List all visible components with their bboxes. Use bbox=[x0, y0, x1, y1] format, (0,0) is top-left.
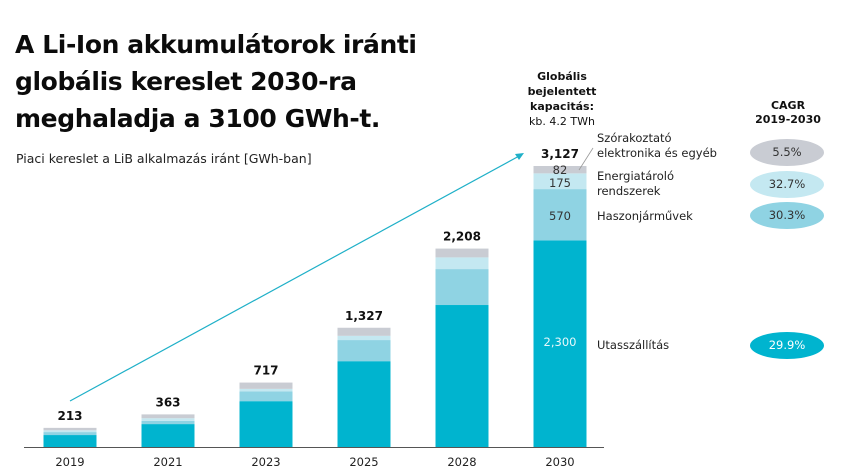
annotation-line-4: kb. 4.2 TWh bbox=[529, 115, 595, 128]
bar-segment-passenger-2028 bbox=[435, 305, 489, 447]
bar-segment-commercial-2028 bbox=[435, 269, 489, 306]
legend-label-line: Energiatároló bbox=[597, 169, 674, 183]
legend-label-storage: Energiatároló rendszerek bbox=[597, 169, 674, 199]
bar-total-label-2028: 2,208 bbox=[443, 230, 481, 244]
bar-total-label-2021: 363 bbox=[155, 395, 180, 409]
bar-segment-storage-2019 bbox=[43, 430, 97, 433]
bar-segment-commercial-2019 bbox=[43, 432, 97, 436]
annotation-line-2: bejelentett bbox=[527, 85, 597, 98]
bar-segment-storage-2023 bbox=[239, 388, 293, 392]
legend-label-passenger: Utasszállítás bbox=[597, 338, 669, 353]
bar-total-label-2019: 213 bbox=[57, 409, 82, 423]
bar-total-label-2025: 1,327 bbox=[345, 309, 383, 323]
annotation-line-3: kapacitás: bbox=[530, 100, 594, 113]
bar-total-label-2023: 717 bbox=[253, 364, 278, 378]
bar-segment-passenger-2023 bbox=[239, 401, 293, 447]
legend-label-line: elektronika és egyéb bbox=[597, 146, 717, 160]
bar-segment-passenger-2021 bbox=[141, 424, 195, 447]
bar-segment-storage-2025 bbox=[337, 335, 391, 341]
annotation-line-1: Globális bbox=[537, 70, 587, 83]
cagr-header-line-1: CAGR bbox=[770, 99, 806, 112]
cagr-pill-consumer: 5.5% bbox=[750, 139, 824, 166]
bar-segment-commercial-2030 bbox=[533, 189, 587, 241]
bar-segment-consumer-2030 bbox=[533, 166, 587, 174]
legend-label-line: Szórakoztató bbox=[597, 131, 672, 145]
x-tick-label-2019: 2019 bbox=[55, 455, 84, 469]
chart-subtitle: Piaci kereslet a LiB alkalmazás iránt [G… bbox=[16, 151, 312, 166]
cagr-pill-storage: 32.7% bbox=[750, 171, 824, 198]
x-tick-label-2030: 2030 bbox=[545, 455, 574, 469]
trend-arrow-line bbox=[69, 154, 522, 402]
bar-segment-commercial-2023 bbox=[239, 391, 293, 402]
bar-segment-commercial-2021 bbox=[141, 420, 195, 425]
legend-label-line: Utasszállítás bbox=[597, 338, 670, 352]
leader-line-consumer bbox=[578, 147, 594, 171]
bar-segment-storage-2021 bbox=[141, 418, 195, 421]
bar-segment-passenger-2019 bbox=[43, 435, 97, 447]
legend-label-line: Haszonjárművek bbox=[597, 209, 693, 223]
capacity-annotation: Globális bejelentett kapacitás: kb. 4.2 … bbox=[520, 69, 604, 129]
x-tick-label-2028: 2028 bbox=[447, 455, 476, 469]
segment-label-2030-storage: 175 bbox=[549, 176, 571, 190]
cagr-header-line-2: 2019-2030 bbox=[755, 113, 821, 126]
bar-segment-passenger-2025 bbox=[337, 361, 391, 447]
x-tick-label-2023: 2023 bbox=[251, 455, 280, 469]
title-line-3: meghaladja a 3100 GWh-t. bbox=[15, 104, 381, 133]
legend-label-commercial: Haszonjárművek bbox=[597, 209, 693, 224]
bar-segment-commercial-2025 bbox=[337, 340, 391, 362]
bar-total-label-2030: 3,127 bbox=[541, 147, 579, 161]
bar-segment-consumer-2021 bbox=[141, 414, 195, 419]
bar-segment-consumer-2025 bbox=[337, 327, 391, 336]
cagr-pill-passenger: 29.9% bbox=[750, 332, 824, 359]
cagr-header: CAGR 2019-2030 bbox=[752, 99, 824, 127]
title-line-2: globális kereslet 2030-ra bbox=[15, 67, 357, 96]
cagr-pill-commercial: 30.3% bbox=[750, 202, 824, 229]
bar-segment-consumer-2028 bbox=[435, 248, 489, 258]
title-line-1: A Li-Ion akkumulátorok iránti bbox=[15, 30, 417, 59]
segment-label-2030-consumer: 82 bbox=[553, 163, 568, 177]
legend-label-line: rendszerek bbox=[597, 184, 661, 198]
chart-title: A Li-Ion akkumulátorok iránti globális k… bbox=[15, 26, 435, 137]
trend-arrow-head bbox=[515, 153, 524, 160]
segment-label-2030-passenger: 2,300 bbox=[544, 335, 577, 349]
x-tick-label-2025: 2025 bbox=[349, 455, 378, 469]
bar-segment-consumer-2023 bbox=[239, 382, 293, 389]
bar-segment-passenger-2030 bbox=[533, 240, 587, 447]
bar-segment-storage-2028 bbox=[435, 257, 489, 270]
bar-segment-consumer-2019 bbox=[43, 427, 97, 431]
legend-label-consumer: Szórakoztató elektronika és egyéb bbox=[597, 131, 717, 161]
bar-segment-storage-2030 bbox=[533, 173, 587, 190]
segment-label-2030-commercial: 570 bbox=[549, 209, 571, 223]
x-tick-label-2021: 2021 bbox=[153, 455, 182, 469]
